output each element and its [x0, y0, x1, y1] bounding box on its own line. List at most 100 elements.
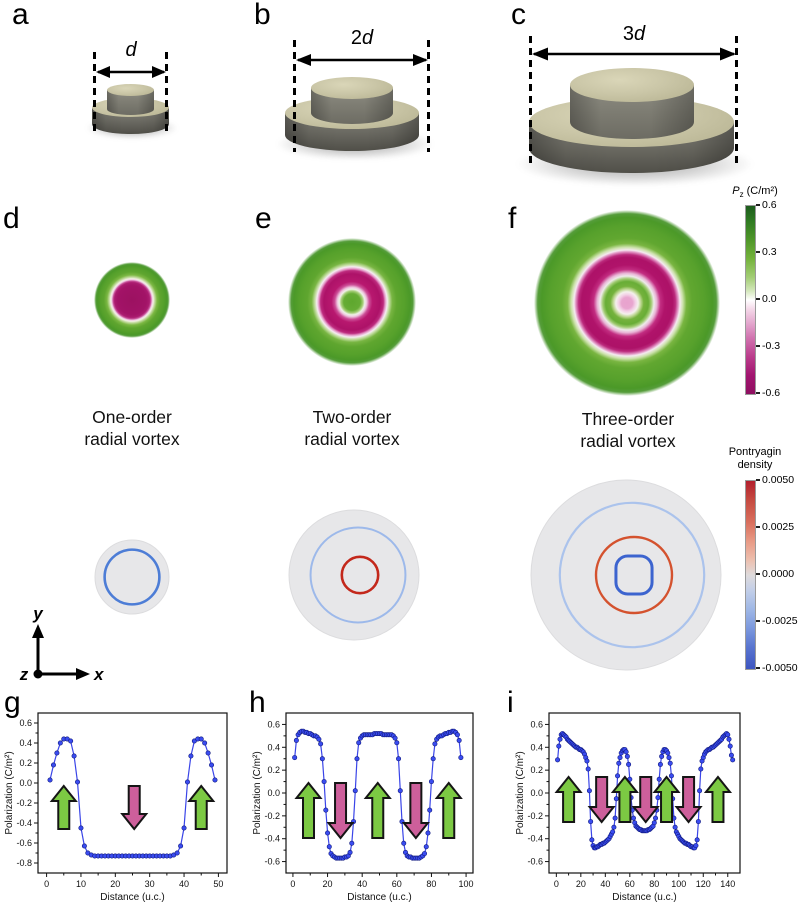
svg-text:100: 100 — [671, 879, 686, 889]
disk-upper-top — [570, 68, 694, 102]
dimension-arrow — [96, 66, 166, 78]
panel-label-d: d — [3, 202, 20, 235]
svg-text:0.2: 0.2 — [19, 758, 32, 768]
dimension-label: d — [95, 40, 167, 60]
svg-text:0.2: 0.2 — [267, 765, 280, 775]
colorbar-tick-label: 0.0050 — [762, 473, 795, 486]
svg-text:0.2: 0.2 — [530, 765, 543, 775]
dimension-arrow — [296, 54, 428, 66]
pz-colorbar-title: Pz (C/m²) — [700, 185, 800, 201]
panel-label-f: f — [508, 202, 517, 235]
polarization-down-arrow — [674, 776, 703, 824]
chart-h: 0 20 40 60 80 100 0.6 0.4 0.2 0.0 -0.2 -0.4 -0.6 Dist… — [252, 712, 474, 903]
svg-text:0.0: 0.0 — [19, 778, 32, 788]
svg-text:50: 50 — [213, 879, 223, 889]
colorbar-tick-label: -0.0025 — [762, 614, 798, 627]
svg-text:0.6: 0.6 — [530, 719, 543, 729]
svg-text:-0.2: -0.2 — [264, 811, 280, 821]
dimension-symbol: d — [125, 39, 137, 61]
y-axis-label: y — [32, 604, 44, 623]
dimension-dash-left — [293, 40, 296, 152]
caption-line1: Three-order — [581, 409, 675, 429]
caption-three-order: Three-order radial vortex — [528, 408, 728, 452]
colorbar-tick — [756, 251, 760, 253]
svg-text:20: 20 — [323, 879, 333, 889]
caption-line1: Two-order — [312, 407, 392, 427]
svg-text:0.4: 0.4 — [530, 742, 543, 752]
svg-text:60: 60 — [625, 879, 635, 889]
pz-map-three-order — [534, 210, 720, 396]
z-axis-dot — [33, 669, 43, 679]
pz-map-two-order — [288, 238, 416, 366]
svg-text:0: 0 — [44, 879, 49, 889]
caption-line2: radial vortex — [580, 431, 676, 451]
x-axis-title: Distance (u.c.) — [347, 892, 411, 903]
svg-text:0.6: 0.6 — [267, 719, 280, 729]
svg-text:40: 40 — [600, 879, 610, 889]
y-axis-title: Polarization (C/m²) — [515, 751, 526, 834]
svg-text:80: 80 — [426, 879, 436, 889]
y-axis-title: Polarization (C/m²) — [252, 751, 263, 834]
y-arrowhead — [32, 624, 44, 638]
colorbar-tick-label: 0.3 — [762, 245, 777, 258]
svg-text:0.0: 0.0 — [530, 788, 543, 798]
title-line2: density — [737, 459, 773, 471]
chart-g: 0 10 20 30 40 50 0.6 0.4 0.2 0.0 -0.2 -0.4 -0.6 -0.8 D… — [4, 712, 228, 903]
svg-text:0.4: 0.4 — [267, 742, 280, 752]
x-arrowhead — [76, 668, 90, 680]
svg-text:140: 140 — [720, 879, 735, 889]
x-axis-label: x — [93, 665, 105, 684]
pz-colorbar — [745, 205, 756, 395]
polarization-up-arrow — [554, 775, 583, 823]
caption-line2: radial vortex — [84, 429, 180, 449]
dimension-dash-left — [93, 52, 96, 136]
svg-text:-0.6: -0.6 — [527, 857, 543, 867]
caption-line1: One-order — [92, 407, 172, 427]
svg-text:0.0: 0.0 — [267, 788, 280, 798]
colorbar-tick — [756, 345, 760, 347]
x-axis-title: Distance (u.c.) — [100, 892, 164, 903]
colorbar-tick-label: -0.3 — [762, 339, 781, 352]
caption-line2: radial vortex — [304, 429, 400, 449]
pz-map-one-order — [94, 262, 170, 338]
svg-text:80: 80 — [649, 879, 659, 889]
svg-text:0.4: 0.4 — [19, 738, 32, 748]
panel-label-e: e — [255, 202, 272, 235]
pontryagin-colorbar-title: Pontryagin density — [700, 446, 800, 472]
y-axis-title: Polarization (C/m²) — [4, 751, 15, 834]
disk-upper-top — [107, 84, 154, 96]
caption-two-order: Two-order radial vortex — [252, 406, 452, 450]
dimension-label: 3d — [531, 24, 737, 44]
svg-text:-0.4: -0.4 — [264, 834, 280, 844]
polarization-up-arrow — [434, 781, 463, 839]
pz-unit: (C/m²) — [743, 185, 778, 197]
panel-label-i: i — [507, 686, 514, 719]
panel-label-g: g — [4, 686, 21, 719]
svg-text:-0.2: -0.2 — [16, 798, 32, 808]
dimension-dash-left — [529, 36, 532, 168]
pz-symbol: P — [732, 185, 740, 197]
svg-text:-0.6: -0.6 — [16, 838, 32, 848]
dimension-symbol: d — [634, 23, 646, 45]
panel-label-c: c — [511, 0, 526, 31]
panel-label-a: a — [12, 0, 29, 31]
svg-text:0: 0 — [554, 879, 559, 889]
dimension-prefix: 2 — [350, 27, 362, 49]
pontryagin-colorbar — [745, 480, 756, 670]
colorbar-tick — [756, 573, 760, 575]
polarization-up-arrow — [652, 775, 681, 823]
colorbar-tick-label: 0.6 — [762, 198, 777, 211]
pz-subscript: z — [739, 190, 744, 200]
svg-text:-0.8: -0.8 — [16, 858, 32, 868]
colorbar-tick-label: -0.0050 — [762, 661, 798, 674]
polarization-down-arrow — [120, 785, 149, 831]
svg-text:30: 30 — [145, 879, 155, 889]
polarization-up-arrow — [49, 784, 78, 830]
polarization-down-arrow — [587, 776, 616, 824]
svg-text:40: 40 — [179, 879, 189, 889]
colorbar-tick — [756, 620, 760, 622]
panel-label-h: h — [249, 686, 266, 719]
svg-text:20: 20 — [576, 879, 586, 889]
colorbar-tick — [756, 204, 760, 206]
colorbar-tick-label: 0.0000 — [762, 567, 795, 580]
